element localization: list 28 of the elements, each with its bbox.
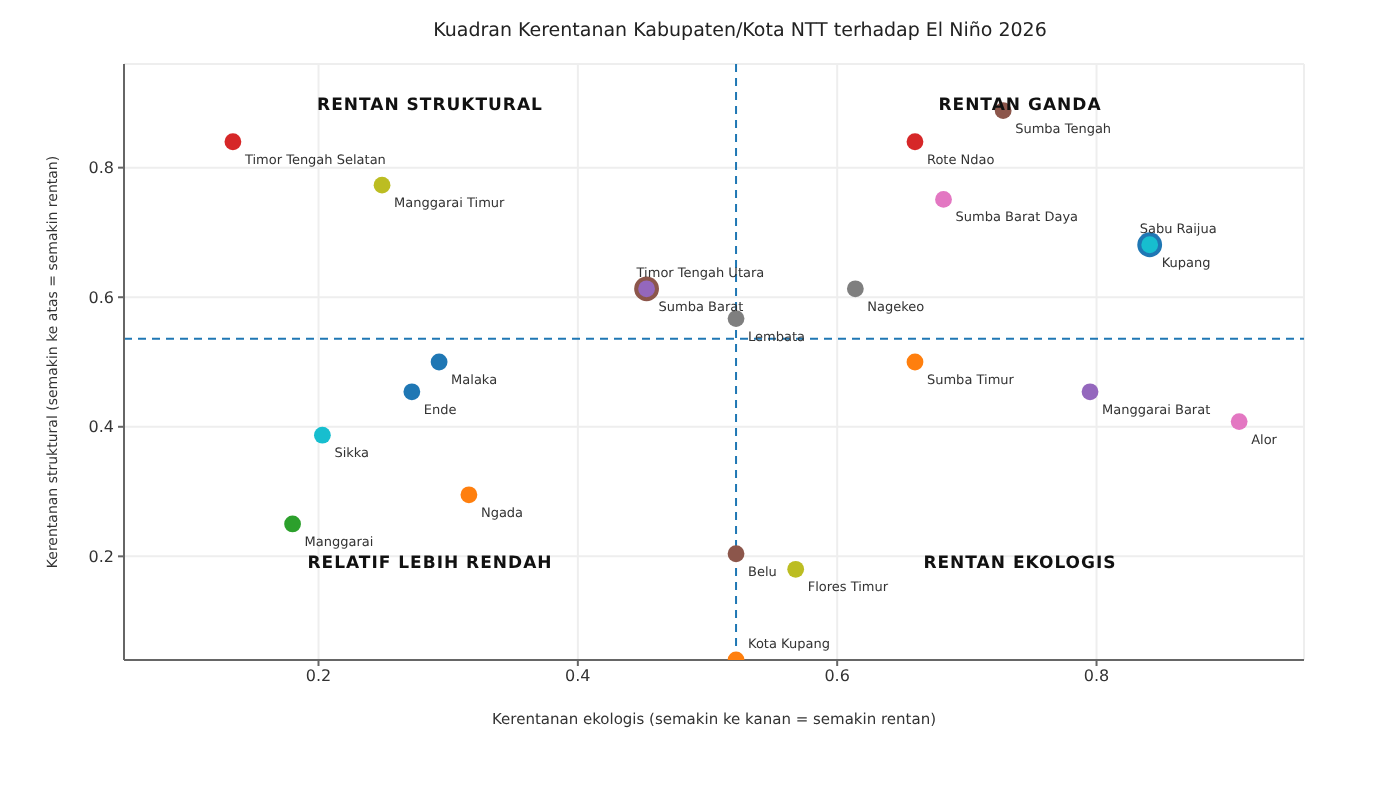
point [846, 280, 864, 298]
point [224, 133, 242, 151]
point [460, 486, 478, 504]
x-tick-label: 0.8 [1083, 667, 1110, 686]
y-tick-label: 0.8 [88, 159, 114, 178]
point [284, 515, 301, 533]
y-tick-label: 0.6 [88, 288, 114, 307]
annotation: RENTAN EKOLOGIS [923, 553, 1117, 574]
point [906, 353, 924, 371]
y-tick-label: 0.2 [88, 548, 114, 567]
point [403, 383, 421, 401]
point [787, 560, 805, 578]
point [1081, 383, 1099, 401]
point [1230, 413, 1248, 430]
y-tick-label: 0.4 [88, 418, 114, 437]
point [430, 353, 448, 371]
annotation: RENTAN GANDA [938, 95, 1102, 116]
annotation: RENTAN STRUKTURAL [317, 95, 543, 116]
point [906, 133, 924, 151]
x-tick-label: 0.6 [824, 667, 850, 686]
point [935, 191, 952, 208]
chart-title: Kuadran Kerentanan Kabupaten/Kota NTT terhadap El Niño 2026 [431, 18, 1049, 46]
x-tick-label: 0.2 [305, 667, 332, 686]
annotation: RELATIF LEBIH RENDAH [307, 553, 553, 574]
x-tick-label: 0.4 [565, 667, 591, 686]
point [314, 426, 331, 444]
point [727, 545, 745, 563]
point [373, 176, 391, 194]
